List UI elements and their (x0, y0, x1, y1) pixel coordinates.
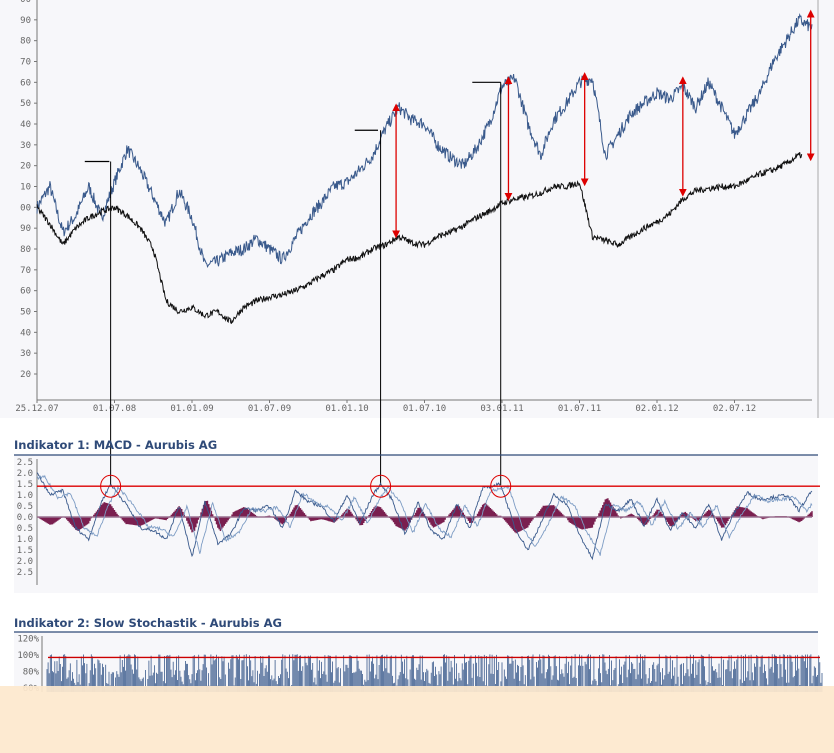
macd-panel-title: Indikator 1: MACD - Aurubis AG (14, 438, 217, 452)
y-tick-label: 50 (20, 308, 31, 318)
x-tick-label: 01.01.10 (325, 404, 368, 414)
y-tick-label: 70 (20, 58, 31, 68)
macd-y-tick-label: 2.0 (17, 469, 33, 479)
x-tick-label: 01.07.10 (403, 404, 446, 414)
macd-y-tick-label: 1.0 (17, 535, 33, 545)
stochastic-panel-title: Indikator 2: Slow Stochastik - Aurubis A… (14, 616, 282, 630)
stochastic-y-tick-label: 120% (17, 635, 39, 645)
x-tick-label: 01.01.09 (170, 404, 213, 414)
macd-peak-circle (490, 474, 512, 498)
y-tick-label: 40 (20, 328, 31, 338)
y-tick-label: 70 (20, 266, 31, 276)
y-tick-label: 60 (20, 287, 31, 297)
y-tick-label: 20 (20, 370, 31, 380)
y-tick-label: 80 (20, 245, 31, 255)
y-tick-label: 50 (20, 99, 31, 109)
x-tick-label: 25.12.07 (15, 404, 58, 414)
macd-y-tick-label: 2.5 (17, 458, 33, 468)
macd-y-tick-label: 2.0 (17, 557, 33, 567)
y-tick-label: 80 (20, 37, 31, 47)
overlay-band (0, 686, 834, 753)
y-tick-label: 20 (20, 162, 31, 172)
y-tick-label: 00 (20, 0, 31, 5)
series-line-aurubis (36, 152, 803, 325)
x-tick-label: 02.01.12 (635, 404, 678, 414)
macd-y-tick-label: 0.0 (17, 513, 33, 523)
stochastic-y-tick-label: 100% (17, 651, 39, 661)
x-tick-label: 01.07.08 (93, 404, 136, 414)
y-tick-label: 30 (20, 141, 31, 151)
y-tick-label: 00 (20, 203, 31, 213)
y-tick-label: 60 (20, 78, 31, 88)
macd-y-tick-label: 1.5 (17, 480, 33, 490)
macd-y-tick-label: 0.5 (17, 524, 33, 534)
y-tick-label: 40 (20, 120, 31, 130)
x-tick-label: 01.07.09 (248, 404, 291, 414)
y-tick-label: 10 (20, 183, 31, 193)
macd-panel-background (14, 455, 818, 593)
macd-y-tick-label: 0.5 (17, 502, 33, 512)
macd-signal-line (36, 474, 813, 556)
x-tick-label: 01.07.11 (558, 404, 601, 414)
macd-y-tick-label: 1.5 (17, 546, 33, 556)
y-tick-label: 90 (20, 16, 31, 26)
macd-y-tick-label: 1.0 (17, 491, 33, 501)
macd-peak-circle (370, 474, 392, 498)
x-tick-label: 03.01.11 (480, 404, 523, 414)
macd-y-tick-label: 2.5 (17, 568, 33, 578)
main-chart-background (0, 0, 834, 418)
stochastic-y-tick-label: 80% (23, 667, 40, 677)
macd-histogram (37, 498, 813, 534)
macd-peak-circle (100, 474, 122, 498)
macd-line (36, 472, 813, 561)
x-tick-label: 02.07.12 (713, 404, 756, 414)
y-tick-label: 90 (20, 224, 31, 234)
y-tick-label: 30 (20, 349, 31, 359)
